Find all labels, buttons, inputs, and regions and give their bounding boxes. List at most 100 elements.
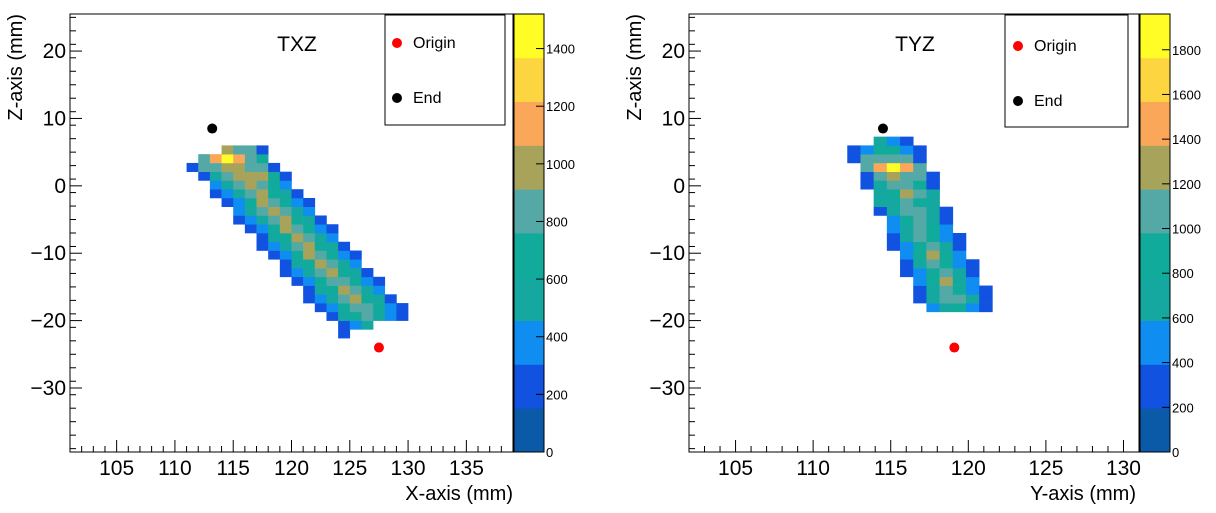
heatmap-cell — [303, 215, 316, 225]
heatmap-cell — [338, 259, 351, 269]
heatmap-cell — [256, 241, 269, 251]
x-tick-label: 120 — [951, 457, 986, 480]
heatmap-cell — [291, 189, 304, 199]
x-tick-label: 125 — [1028, 457, 1063, 480]
heatmap-cell — [900, 197, 914, 208]
heatmap-cell — [209, 162, 222, 172]
heatmap-cell — [233, 206, 246, 216]
heatmap-cell — [338, 294, 351, 304]
heatmap-cell — [314, 268, 327, 278]
txz-x-axis-title: X-axis (mm) — [405, 483, 513, 505]
heatmap-cell — [268, 171, 281, 181]
heatmap-cell — [233, 189, 246, 199]
heatmap-cell — [326, 259, 339, 269]
heatmap-cell — [303, 268, 316, 278]
tyz-legend-end-marker — [1013, 96, 1023, 106]
heatmap-cell — [965, 303, 980, 313]
heatmap-cell — [926, 233, 940, 243]
heatmap-cell — [900, 233, 914, 243]
colorbar-band — [514, 276, 544, 321]
heatmap-cell — [873, 180, 888, 190]
heatmap-cell — [913, 189, 927, 199]
tyz-legend-box — [1004, 14, 1129, 128]
heatmap-cell — [279, 233, 292, 243]
colorbar-tick-label: 200 — [546, 387, 568, 402]
heatmap-cell — [900, 154, 914, 164]
heatmap-cell — [939, 250, 954, 260]
heatmap-cell — [314, 303, 327, 313]
x-tick-label: 115 — [874, 457, 907, 480]
heatmap-cell — [256, 197, 269, 208]
heatmap-cell — [303, 259, 316, 269]
heatmap-cell — [186, 162, 199, 172]
txz-axis-ticks: 105 110 115 120 125 130 135 20 10 0 −10 −20 −30 — [30, 16, 502, 480]
heatmap-cell — [965, 259, 980, 269]
heatmap-cell — [361, 268, 374, 278]
heatmap-cell — [952, 276, 967, 286]
heatmap-cell — [279, 268, 292, 278]
txz-legend-origin-marker — [392, 38, 402, 48]
colorbar-band — [514, 364, 544, 409]
heatmap-cell — [361, 303, 374, 313]
heatmap-cell — [326, 294, 339, 304]
heatmap-cell — [952, 259, 967, 269]
heatmap-cell — [913, 294, 927, 304]
heatmap-cell — [965, 268, 980, 278]
heatmap-cell — [326, 224, 339, 234]
heatmap-cell — [268, 180, 281, 190]
heatmap-cell — [873, 154, 888, 164]
tyz-colorbar: 0 200 400 600 800 1000 1200 1400 1600 1800 — [1139, 13, 1201, 460]
heatmap-cell — [233, 154, 246, 164]
colorbar-band — [514, 101, 544, 146]
x-tick-label: 125 — [332, 457, 367, 480]
heatmap-cell — [965, 276, 980, 286]
heatmap-cell — [256, 180, 269, 190]
heatmap-cell — [244, 162, 257, 172]
colorbar-tick-label: 1600 — [1172, 87, 1201, 102]
heatmap-cell — [873, 162, 888, 172]
heatmap-cell — [244, 224, 257, 234]
colorbar-band — [514, 145, 544, 190]
heatmap-cell — [939, 206, 954, 216]
heatmap-cell — [900, 241, 914, 251]
heatmap-cell — [900, 224, 914, 234]
heatmap-cell — [291, 268, 304, 278]
heatmap-cell — [939, 276, 954, 286]
heatmap-cell — [939, 268, 954, 278]
heatmap-cell — [291, 259, 304, 269]
heatmap-cell — [847, 145, 861, 155]
heatmap-cell — [860, 180, 874, 190]
heatmap-cell — [303, 197, 316, 208]
heatmap-cell — [886, 224, 901, 234]
colorbar-tick-label: 1000 — [1172, 222, 1201, 237]
heatmap-cell — [314, 241, 327, 251]
heatmap-cell — [233, 162, 246, 172]
tyz-legend-end-label: End — [1034, 93, 1062, 110]
colorbar-frame — [1139, 13, 1171, 453]
y-tick-label: −30 — [30, 377, 66, 400]
heatmap-cell — [979, 285, 993, 295]
colorbar-band — [514, 189, 544, 234]
heatmap-cell — [209, 180, 222, 190]
heatmap-cell — [361, 294, 374, 304]
heatmap-cell — [952, 268, 967, 278]
heatmap-cell — [338, 320, 351, 330]
x-tick-label: 130 — [391, 457, 426, 480]
heatmap-cell — [873, 145, 888, 155]
colorbar-tick-label: 400 — [1172, 356, 1194, 371]
x-tick-label: 120 — [274, 457, 309, 480]
heatmap-cell — [256, 162, 269, 172]
heatmap-cell — [244, 215, 257, 225]
tyz-axis-ticks: 105 110 115 120 125 130 20 10 0 −10 −20 −30 — [649, 16, 1141, 480]
heatmap-cell — [314, 233, 327, 243]
colorbar-tick-label: 1400 — [546, 42, 575, 57]
heatmap-cell — [256, 224, 269, 234]
heatmap-cell — [338, 250, 351, 260]
txz-legend: Origin End — [384, 14, 506, 126]
heatmap-cell — [303, 224, 316, 234]
heatmap-cell — [900, 189, 914, 199]
heatmap-cell — [338, 241, 351, 251]
txz-legend-end-label: End — [413, 90, 441, 107]
heatmap-cell — [926, 276, 940, 286]
heatmap-cell — [926, 197, 940, 208]
